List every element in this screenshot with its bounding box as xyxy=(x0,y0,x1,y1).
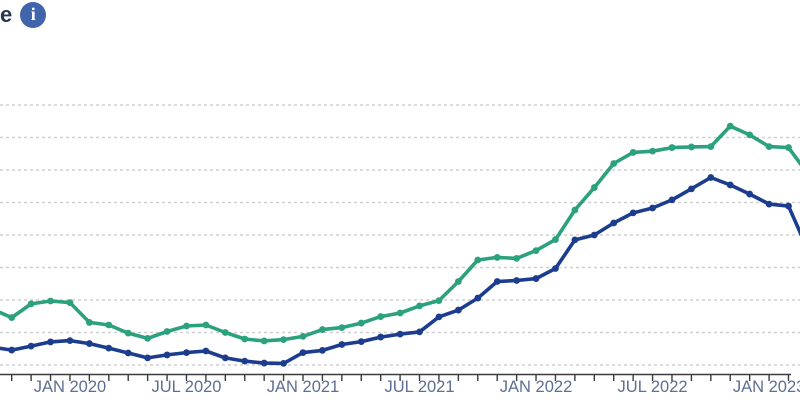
x-axis-label: JUL 2020 xyxy=(151,378,221,396)
data-point-marker-blue[interactable] xyxy=(357,338,365,345)
data-point-marker-green[interactable] xyxy=(280,336,287,344)
data-point-marker-green[interactable] xyxy=(183,322,190,330)
data-point-marker-green[interactable] xyxy=(785,144,792,151)
data-point-marker-blue[interactable] xyxy=(338,341,346,348)
data-point-marker-blue[interactable] xyxy=(454,306,462,314)
data-point-marker-blue[interactable] xyxy=(668,196,676,204)
data-point-marker-blue[interactable] xyxy=(552,265,559,272)
data-point-marker-blue[interactable] xyxy=(610,219,618,227)
data-point-marker-green[interactable] xyxy=(649,147,656,155)
data-point-marker-green[interactable] xyxy=(726,122,734,130)
data-point-marker-green[interactable] xyxy=(474,256,482,264)
data-point-marker-blue[interactable] xyxy=(629,209,637,217)
data-point-marker-blue[interactable] xyxy=(319,346,326,354)
data-point-marker-green[interactable] xyxy=(241,335,249,343)
data-point-marker-green[interactable] xyxy=(105,321,113,329)
data-point-marker-blue[interactable] xyxy=(221,354,229,362)
data-point-marker-green[interactable] xyxy=(610,160,618,167)
data-point-marker-green[interactable] xyxy=(299,333,307,340)
data-point-marker-blue[interactable] xyxy=(8,346,16,354)
data-point-marker-green[interactable] xyxy=(454,278,462,285)
data-point-marker-green[interactable] xyxy=(532,247,540,255)
data-point-marker-blue[interactable] xyxy=(299,349,307,357)
data-point-marker-blue[interactable] xyxy=(85,340,93,347)
data-point-marker-green[interactable] xyxy=(688,143,695,151)
data-point-marker-blue[interactable] xyxy=(688,185,695,193)
x-axis-label: JAN 2022 xyxy=(500,378,572,396)
data-point-marker-blue[interactable] xyxy=(47,338,54,346)
data-point-marker-blue[interactable] xyxy=(396,330,404,338)
x-axis-label: JAN 2020 xyxy=(34,378,106,396)
data-point-marker-blue[interactable] xyxy=(649,204,656,212)
data-point-marker-green[interactable] xyxy=(66,299,74,306)
data-point-marker-green[interactable] xyxy=(124,329,132,337)
data-point-marker-blue[interactable] xyxy=(377,333,385,341)
series-line-green xyxy=(0,124,800,343)
data-point-marker-green[interactable] xyxy=(513,255,521,262)
data-point-marker-blue[interactable] xyxy=(241,357,249,365)
data-point-marker-blue[interactable] xyxy=(416,328,423,336)
chart-title-fragment: e xyxy=(0,2,13,27)
data-point-marker-blue[interactable] xyxy=(105,344,113,352)
data-point-marker-green[interactable] xyxy=(163,328,171,335)
data-point-marker-blue[interactable] xyxy=(765,200,773,208)
data-point-marker-green[interactable] xyxy=(202,321,210,329)
data-point-marker-blue[interactable] xyxy=(66,337,74,345)
data-point-marker-green[interactable] xyxy=(221,329,229,336)
data-point-marker-blue[interactable] xyxy=(260,359,268,367)
chart-header: e i xyxy=(0,1,47,29)
data-point-marker-green[interactable] xyxy=(435,297,443,305)
x-axis-label: JAN 2023 xyxy=(733,378,800,396)
data-point-marker-green[interactable] xyxy=(47,297,54,305)
data-point-marker-green[interactable] xyxy=(765,143,773,151)
data-point-marker-blue[interactable] xyxy=(280,359,287,367)
data-point-marker-green[interactable] xyxy=(144,334,152,342)
data-point-marker-blue[interactable] xyxy=(124,349,132,357)
data-point-marker-blue[interactable] xyxy=(435,313,443,321)
data-point-marker-blue[interactable] xyxy=(513,277,521,284)
data-point-marker-green[interactable] xyxy=(416,302,423,310)
data-point-marker-green[interactable] xyxy=(590,184,598,191)
data-point-marker-green[interactable] xyxy=(746,131,754,139)
x-axis-label: JUL 2021 xyxy=(385,378,455,396)
data-point-marker-green[interactable] xyxy=(629,149,637,156)
data-point-marker-green[interactable] xyxy=(377,313,385,320)
info-icon-glyph: i xyxy=(30,4,36,24)
data-point-marker-blue[interactable] xyxy=(474,294,482,302)
data-point-marker-green[interactable] xyxy=(338,324,346,332)
data-point-marker-blue[interactable] xyxy=(202,347,210,355)
data-point-marker-blue[interactable] xyxy=(27,342,35,350)
data-point-marker-blue[interactable] xyxy=(785,202,792,210)
data-point-marker-green[interactable] xyxy=(668,144,676,151)
data-point-marker-blue[interactable] xyxy=(707,174,715,181)
x-axis-label: JUL 2022 xyxy=(618,378,688,396)
data-point-marker-blue[interactable] xyxy=(590,231,598,239)
data-point-marker-green[interactable] xyxy=(493,254,501,261)
data-point-marker-green[interactable] xyxy=(27,300,35,308)
data-point-marker-green[interactable] xyxy=(260,337,268,345)
x-axis-label: JAN 2021 xyxy=(267,378,339,396)
data-point-marker-green[interactable] xyxy=(396,309,404,317)
data-point-marker-blue[interactable] xyxy=(746,190,754,198)
data-point-marker-green[interactable] xyxy=(85,319,93,326)
data-point-marker-green[interactable] xyxy=(357,319,365,327)
data-point-marker-blue[interactable] xyxy=(183,349,190,357)
data-point-marker-green[interactable] xyxy=(707,143,715,151)
data-point-marker-blue[interactable] xyxy=(493,278,501,285)
data-point-marker-blue[interactable] xyxy=(532,275,540,282)
data-point-marker-green[interactable] xyxy=(571,206,579,214)
data-point-marker-green[interactable] xyxy=(552,236,559,243)
data-point-marker-blue[interactable] xyxy=(144,354,152,362)
data-point-marker-green[interactable] xyxy=(319,326,326,333)
info-icon[interactable]: i xyxy=(20,2,47,28)
data-point-marker-blue[interactable] xyxy=(571,236,579,244)
data-point-marker-green[interactable] xyxy=(8,314,16,321)
data-point-marker-blue[interactable] xyxy=(726,181,734,189)
data-point-marker-blue[interactable] xyxy=(163,351,171,359)
